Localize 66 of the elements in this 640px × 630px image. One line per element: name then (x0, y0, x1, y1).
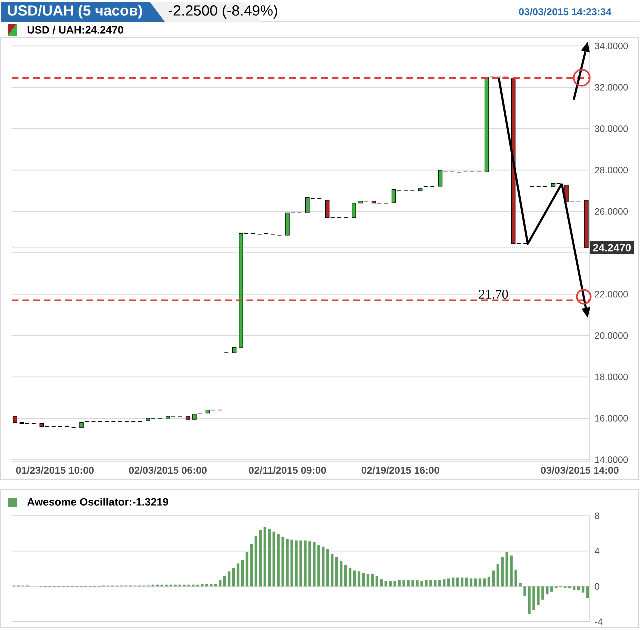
y-tick-label: -4 (595, 618, 603, 626)
bar (380, 580, 383, 587)
bar (366, 574, 370, 587)
bar (448, 578, 450, 587)
y-tick-label: 18.0000 (595, 374, 628, 380)
bar (236, 564, 240, 587)
x-tick-label: 02/03/2015 06:00 (129, 466, 207, 474)
bar (371, 574, 374, 587)
bar (336, 558, 338, 587)
y-tick-label: 0 (595, 583, 600, 590)
bar (241, 560, 244, 587)
chart-title: Awesome Oscillator:-1.3219 (28, 498, 168, 506)
bar (250, 544, 254, 587)
bar (340, 561, 343, 587)
bar (586, 586, 590, 598)
bar (474, 578, 478, 587)
bar (496, 564, 500, 587)
y-tick-label: 26.0000 (595, 208, 628, 215)
bar (470, 578, 473, 587)
y-tick-label: 8 (595, 512, 600, 520)
x-tick-label: 02/19/2015 16:00 (362, 466, 440, 474)
y-tick-label: 4 (594, 548, 600, 555)
y-tick-label: 14.0000 (595, 456, 628, 464)
bar (232, 568, 236, 587)
y-tick-label: 34.0000 (595, 42, 628, 50)
bar (219, 580, 222, 587)
bar (362, 573, 366, 587)
chart-subtitle: -2.2500 (-8.49%) (168, 5, 278, 19)
bar (358, 572, 361, 587)
bar (478, 578, 482, 587)
bar (246, 552, 249, 587)
y-tick-label: 16.0000 (595, 415, 628, 422)
y-tick-label: 30.0000 (595, 126, 628, 132)
y-tick-label: 22.0000 (595, 291, 628, 298)
y-tick-label: 28.0000 (595, 167, 628, 174)
bar (268, 529, 271, 587)
x-tick-label: 01/23/2015 10:00 (16, 466, 94, 474)
y-tick-label: 32.0000 (595, 84, 628, 91)
bar (443, 580, 446, 587)
bar (488, 576, 491, 587)
bar (483, 578, 486, 587)
bar (577, 586, 580, 590)
bar (228, 572, 231, 587)
bar (492, 570, 496, 587)
bar (572, 586, 576, 590)
x-tick-label: 02/11/2015 09:00 (249, 466, 326, 474)
chart-title: USD/UAH (5 часов) (8, 5, 142, 19)
bar (326, 550, 330, 587)
bar (264, 527, 266, 587)
y-tick-label: 20.0000 (595, 332, 628, 340)
bar (272, 532, 276, 587)
bar (331, 554, 334, 587)
ref-line-label: 24.2470 (593, 244, 632, 252)
bar (376, 576, 379, 587)
bar (582, 586, 585, 593)
bar (259, 530, 262, 587)
bar (254, 536, 258, 587)
bar (501, 558, 504, 587)
bar (353, 570, 356, 587)
ref-line-label: 21.70 (479, 290, 508, 300)
bar (344, 565, 348, 587)
x-tick-label: 03/03/2015 14:00 (541, 466, 619, 474)
bar (223, 576, 226, 587)
text: USD / UAH:24.2470 (28, 26, 124, 34)
text: 03/03/2015 14:23:34 (519, 8, 612, 16)
bar (348, 568, 352, 587)
